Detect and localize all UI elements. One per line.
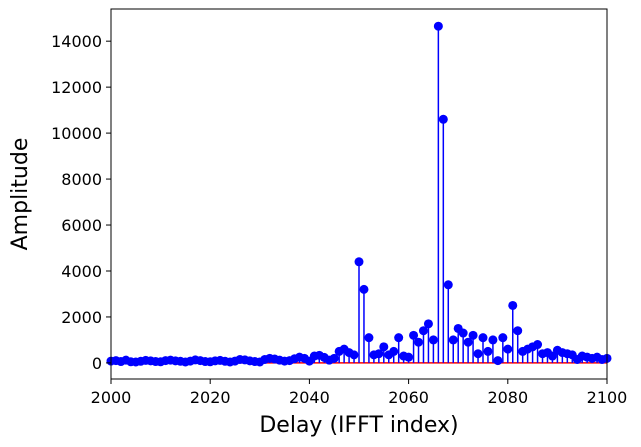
x-axis-label: Delay (IFFT index) <box>259 413 458 438</box>
stem-marker <box>498 333 508 343</box>
y-ticks: 0 2000 4000 6000 8000 10000 12000 14000 <box>51 32 111 373</box>
stem-marker <box>478 333 488 343</box>
stem-marker <box>404 352 414 362</box>
stem-marker <box>513 326 523 336</box>
stem-marker <box>423 319 433 329</box>
stem-marker <box>463 337 473 347</box>
y-tick-label: 8000 <box>61 170 102 189</box>
y-tick-label: 14000 <box>51 32 102 51</box>
stem-marker <box>379 342 389 352</box>
plot-frame <box>110 8 608 380</box>
y-tick-label: 4000 <box>61 262 102 281</box>
stem-marker <box>374 349 384 359</box>
x-tick-label: 2040 <box>289 388 330 407</box>
y-tick-label: 2000 <box>61 308 102 327</box>
stem-marker <box>488 335 498 345</box>
stem-marker <box>533 340 543 350</box>
stem-marker <box>433 21 443 31</box>
stem-marker <box>418 326 428 336</box>
stem-marker <box>329 353 339 363</box>
stem-marker <box>493 356 503 366</box>
x-ticks: 2000 2020 2040 2060 2080 2100 <box>91 379 628 407</box>
x-tick-label: 2060 <box>388 388 429 407</box>
y-tick-label: 12000 <box>51 78 102 97</box>
stem-marker <box>414 337 424 347</box>
x-tick-label: 2000 <box>91 388 132 407</box>
stem-marker <box>503 344 513 354</box>
stem-marker <box>394 333 404 343</box>
y-tick-label: 0 <box>92 354 102 373</box>
stem-marker <box>428 335 438 345</box>
stem-marker <box>473 349 483 359</box>
y-tick-label: 6000 <box>61 216 102 235</box>
stem-marker <box>443 280 453 290</box>
x-tick-label: 2080 <box>487 388 528 407</box>
stem-marker <box>349 350 359 360</box>
stem-marker <box>389 346 399 356</box>
stem-marker <box>468 330 478 340</box>
stem-marker <box>458 328 468 338</box>
stem-marker <box>359 284 369 294</box>
stem-marker <box>409 330 419 340</box>
stem-marker <box>354 257 364 267</box>
stem-marker <box>448 335 458 345</box>
stem-marker <box>483 346 493 356</box>
stem-marker <box>508 300 518 310</box>
x-tick-label: 2100 <box>587 388 628 407</box>
stem-marker <box>364 333 374 343</box>
y-axis-label: Amplitude <box>8 138 33 251</box>
stems-layer <box>110 26 608 363</box>
y-tick-label: 10000 <box>51 124 102 143</box>
markers-layer <box>106 21 612 367</box>
stem-marker <box>438 114 448 124</box>
x-tick-label: 2020 <box>190 388 231 407</box>
